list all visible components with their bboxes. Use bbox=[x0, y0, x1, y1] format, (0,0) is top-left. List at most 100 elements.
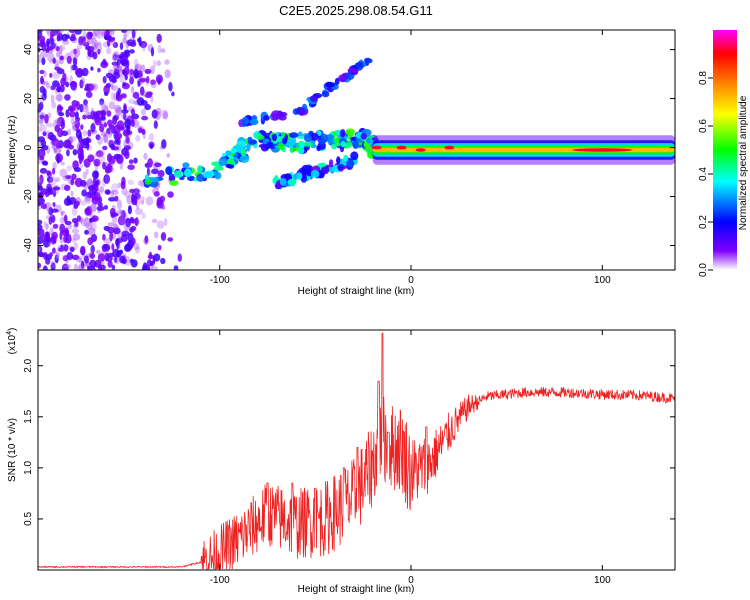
heatmap-cell bbox=[90, 123, 96, 133]
heatmap-cell bbox=[106, 47, 112, 55]
heatmap-cell bbox=[38, 201, 42, 207]
heatmap-cell bbox=[130, 30, 137, 36]
heatmap-cell bbox=[46, 52, 55, 62]
heatmap-cell bbox=[153, 191, 160, 197]
heatmap-cell bbox=[124, 191, 131, 198]
heatmap-cell bbox=[60, 210, 66, 215]
heatmap-cell bbox=[146, 76, 150, 84]
heatmap-cell bbox=[90, 244, 95, 254]
heatmap-cell bbox=[85, 83, 90, 90]
heatmap-cell bbox=[114, 65, 122, 73]
heatmap-cell bbox=[38, 101, 44, 111]
heatmap-cell bbox=[97, 253, 106, 262]
heatmap-cell bbox=[149, 143, 154, 150]
heatmap-cell bbox=[125, 136, 130, 144]
heatmap-cell bbox=[103, 205, 108, 210]
heatmap-cell bbox=[211, 161, 221, 167]
heatmap-cell bbox=[82, 171, 88, 180]
heatmap-cell bbox=[101, 116, 106, 121]
heatmap-cell bbox=[154, 111, 161, 120]
heatmap-cell bbox=[334, 77, 340, 86]
heatmap-cell bbox=[53, 141, 60, 147]
heatmap-cell bbox=[68, 135, 77, 142]
heatmap-cell bbox=[66, 165, 73, 172]
heatmap-cell bbox=[85, 221, 93, 230]
heatmap-cell bbox=[113, 139, 119, 145]
heatmap-cell bbox=[69, 62, 73, 73]
heatmap-cell bbox=[39, 167, 48, 174]
heatmap-cell bbox=[88, 211, 93, 218]
heatmap-cell bbox=[70, 178, 74, 186]
heatmap-cell bbox=[71, 228, 80, 234]
heatmap-cell bbox=[87, 227, 96, 236]
heatmap-cell bbox=[49, 72, 53, 78]
heatmap-cell bbox=[112, 115, 118, 126]
heatmap-cell bbox=[87, 265, 96, 270]
heatmap-cell bbox=[86, 205, 92, 216]
heatmap-cell bbox=[129, 218, 136, 224]
heatmap-cell bbox=[125, 217, 131, 228]
heatmap-cell bbox=[137, 196, 142, 205]
heatmap-cell bbox=[49, 38, 55, 45]
heatmap-cell bbox=[90, 107, 95, 113]
heatmap-cell bbox=[39, 69, 45, 75]
heatmap-cell bbox=[87, 36, 94, 44]
heatmap-cell bbox=[55, 59, 60, 68]
heatmap-cell bbox=[157, 44, 162, 54]
heatmap-cell bbox=[72, 149, 78, 156]
heatmap-cell bbox=[63, 214, 68, 224]
heatmap-cell bbox=[173, 265, 179, 270]
heatmap-cell bbox=[38, 228, 45, 238]
heatmap-cell bbox=[60, 120, 65, 130]
heatmap-cell bbox=[71, 33, 76, 38]
heatmap-cell bbox=[114, 133, 120, 141]
heatmap-cell bbox=[119, 249, 124, 255]
heatmap-cell bbox=[118, 68, 123, 78]
heatmap-cell bbox=[49, 175, 57, 186]
heatmap-cell bbox=[74, 111, 79, 119]
heatmap-cell bbox=[144, 235, 149, 244]
heatmap-cell bbox=[57, 245, 64, 253]
heatmap-cell bbox=[70, 118, 75, 125]
heatmap-cell bbox=[151, 168, 159, 175]
y-tick-label: 1.0 bbox=[23, 460, 34, 474]
heatmap-cell bbox=[62, 175, 70, 181]
heatmap-cell bbox=[38, 54, 42, 64]
heatmap-cell bbox=[45, 30, 51, 35]
spectrogram-frame bbox=[37, 29, 676, 271]
heatmap-cell bbox=[131, 119, 140, 128]
heatmap-cell bbox=[87, 237, 94, 246]
heatmap-cell bbox=[296, 172, 303, 180]
heatmap-cell bbox=[49, 252, 53, 257]
heatmap-cell bbox=[142, 264, 150, 270]
heatmap-cell bbox=[129, 36, 134, 44]
heatmap-cell bbox=[171, 91, 175, 97]
heatmap-cell bbox=[78, 36, 84, 46]
heatmap-cell bbox=[119, 209, 124, 217]
heatmap-cell bbox=[100, 109, 107, 118]
heatmap-cell bbox=[39, 229, 44, 235]
heatmap-cell bbox=[117, 239, 121, 250]
heatmap-cell bbox=[54, 30, 62, 37]
heatmap-cell bbox=[38, 148, 46, 158]
heatmap-cell bbox=[131, 237, 136, 246]
heatmap-cell bbox=[39, 155, 45, 161]
heatmap-cell bbox=[52, 42, 58, 51]
heatmap-cell bbox=[150, 47, 155, 57]
heatmap-cell bbox=[133, 188, 140, 194]
heatmap-cell bbox=[303, 141, 313, 147]
snr-panel: -100 0 100 0.5 1.0 1.5 2.0 Height of straight… bbox=[6, 328, 676, 595]
heatmap-cell bbox=[147, 169, 152, 176]
x-tick-label: 100 bbox=[594, 275, 611, 286]
heatmap-cell bbox=[79, 103, 84, 113]
heatmap-cell bbox=[89, 218, 93, 223]
heatmap-cell bbox=[124, 150, 130, 159]
heatmap-cell bbox=[202, 171, 212, 179]
heatmap-cell bbox=[50, 30, 57, 37]
heatmap-cell bbox=[120, 180, 126, 190]
heatmap-cell bbox=[153, 120, 158, 129]
y-tick-label: 2.0 bbox=[23, 358, 34, 372]
heatmap-cell bbox=[57, 106, 64, 111]
heatmap-cell bbox=[47, 241, 55, 246]
heatmap-cell bbox=[85, 111, 93, 120]
